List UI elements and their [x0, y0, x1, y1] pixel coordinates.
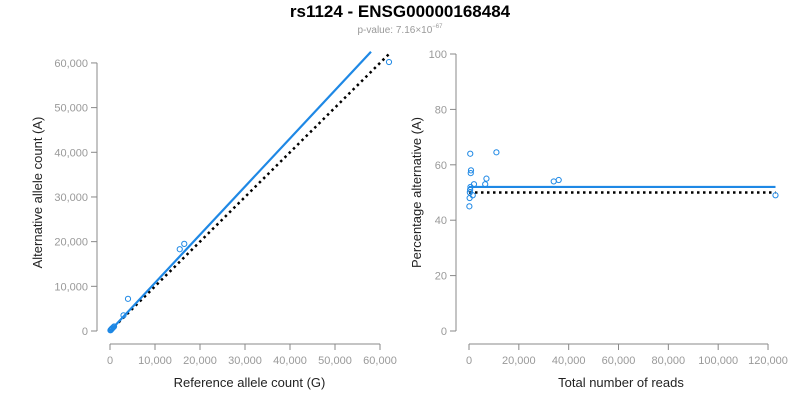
x-tick-label: 100,000	[698, 355, 738, 367]
data-point	[467, 170, 474, 177]
chart-panel-2: 0 20 40 60 80 100 0 20,000 40,000 60,000 80,000 100…	[409, 49, 788, 390]
x-tick-label: 40,000	[273, 355, 307, 367]
y-tick-label: 60,000	[54, 58, 88, 70]
y-tick-label: 60	[435, 160, 447, 172]
chart-panel-1: 0 10,000 20,000 30,000 40,000 50,000 60,000 0 10…	[30, 51, 397, 390]
y-tick-label: 100	[429, 49, 447, 61]
chart-subtitle: p-value: 7.16×10−67	[0, 24, 800, 36]
x-tick-label: 20,000	[502, 355, 536, 367]
data-point	[124, 295, 132, 302]
data-point	[772, 192, 779, 199]
y-tick-label: 0	[441, 326, 447, 338]
y-tick-label: 30,000	[54, 192, 88, 204]
x-tick-label: 0	[107, 355, 113, 367]
x-tick-label: 60,000	[602, 355, 636, 367]
x-tick-label: 20,000	[183, 355, 217, 367]
data-point	[181, 240, 188, 247]
data-point	[470, 181, 478, 188]
data-point	[176, 246, 183, 253]
data-point	[469, 192, 476, 199]
x-tick-label: 120,000	[748, 355, 788, 367]
data-point	[467, 186, 474, 193]
x-axis-title: Reference allele count (G)	[174, 375, 326, 390]
y-tick-label: 80	[435, 104, 447, 116]
data-point	[385, 58, 393, 66]
y-tick-label: 50,000	[54, 103, 88, 115]
x-axis-title: Total number of reads	[558, 375, 684, 390]
pvalue-prefix: p-value:	[357, 25, 396, 36]
y-tick-label: 40	[435, 215, 447, 227]
y-tick-label: 20	[435, 271, 447, 283]
data-point	[483, 175, 490, 182]
pvalue-exponent: −67	[432, 24, 443, 30]
x-tick-label: 80,000	[652, 355, 686, 367]
x-tick-label: 40,000	[552, 355, 586, 367]
pvalue-mantissa: 7.16	[395, 25, 416, 36]
data-point	[555, 176, 562, 184]
fit-line	[109, 51, 372, 332]
x-tick-label: 10,000	[138, 355, 172, 367]
data-point	[109, 325, 116, 332]
y-tick-label: 20,000	[54, 237, 88, 249]
data-point	[550, 178, 557, 185]
data-point	[110, 323, 118, 330]
y-tick-label: 10,000	[54, 281, 88, 293]
data-point	[467, 150, 474, 157]
y-axis-title: Percentage alternative (A)	[409, 117, 424, 268]
x-tick-label: 0	[466, 355, 472, 367]
x-tick-label: 50,000	[318, 355, 352, 367]
y-tick-label: 40,000	[54, 147, 88, 159]
y-axis-title: Alternative allele count (A)	[30, 117, 45, 269]
x-tick-label: 60,000	[363, 355, 397, 367]
data-point	[466, 203, 473, 210]
y-tick-label: 0	[82, 326, 88, 338]
data-point	[120, 312, 127, 319]
data-point	[110, 324, 117, 331]
chart-title: rs1124 - ENSG00000168484	[289, 2, 511, 21]
data-point	[467, 167, 475, 174]
data-point	[493, 149, 500, 156]
data-point	[482, 181, 489, 188]
pvalue-times: ×10	[415, 25, 433, 36]
reference-line	[109, 53, 390, 332]
x-tick-label: 30,000	[228, 355, 262, 367]
